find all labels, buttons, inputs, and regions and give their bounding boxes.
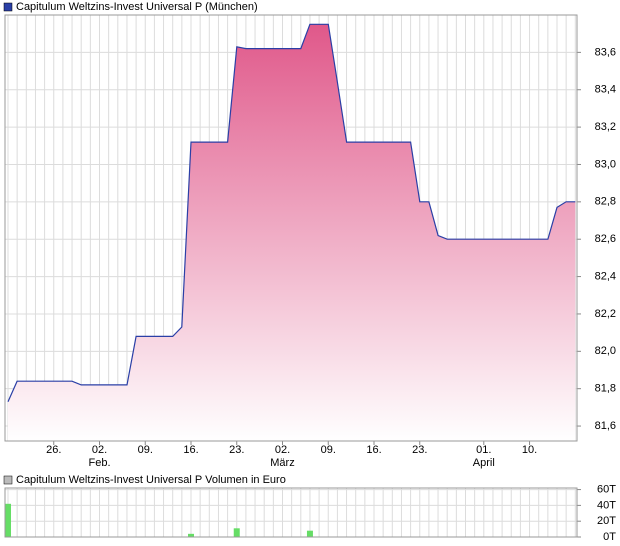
- y-tick-label: 82,8: [595, 196, 616, 208]
- y-tick-label: 83,4: [595, 84, 616, 96]
- x-tick-label: 10.: [522, 444, 537, 456]
- line: [7, 23, 576, 403]
- x-tick-label: 02.: [275, 444, 290, 456]
- y-tick-label: 60T: [597, 483, 616, 495]
- y-tick-label: 83,2: [595, 121, 616, 133]
- chart-title: Capitulum Weltzins-Invest Universal P Vo…: [16, 474, 286, 486]
- y-tick-label: 82,4: [595, 270, 616, 282]
- legend-swatch: [3, 2, 13, 12]
- x-tick-label: 16.: [183, 444, 198, 456]
- x-month-label: März: [270, 457, 294, 469]
- plot-frame: [4, 14, 578, 442]
- x-tick-label: 16.: [366, 444, 381, 456]
- volume-bar: [188, 533, 194, 537]
- y-tick-label: 82,6: [595, 233, 616, 245]
- y-tick-label: 82,2: [595, 308, 616, 320]
- y-tick-label: 82,0: [595, 345, 616, 357]
- x-month-label: Feb.: [88, 457, 110, 469]
- plot-area: [5, 488, 577, 537]
- volume-bar: [5, 503, 11, 537]
- y-tick-label: 0T: [603, 531, 616, 543]
- y-tick-label: 83,6: [595, 46, 616, 58]
- x-tick-label: 23.: [229, 444, 244, 456]
- legend-swatch: [3, 475, 13, 485]
- volume-bar: [306, 530, 313, 537]
- x-tick-label: 02.: [92, 444, 107, 456]
- x-tick-label: 09.: [321, 444, 336, 456]
- x-month-label: April: [473, 457, 495, 469]
- volume-bar: [233, 528, 240, 537]
- plot-frame: [4, 487, 578, 538]
- x-tick-label: 09.: [138, 444, 153, 456]
- y-tick-label: 40T: [597, 499, 616, 511]
- x-tick-label: 26.: [46, 444, 61, 456]
- y-tick-label: 83,0: [595, 158, 616, 170]
- y-tick-label: 20T: [597, 515, 616, 527]
- chart-title: Capitulum Weltzins-Invest Universal P (M…: [16, 1, 258, 13]
- y-tick-label: 81,8: [595, 383, 616, 395]
- x-tick-label: 23.: [412, 444, 427, 456]
- x-tick-label: 01.: [476, 444, 491, 456]
- y-tick-label: 81,6: [595, 420, 616, 432]
